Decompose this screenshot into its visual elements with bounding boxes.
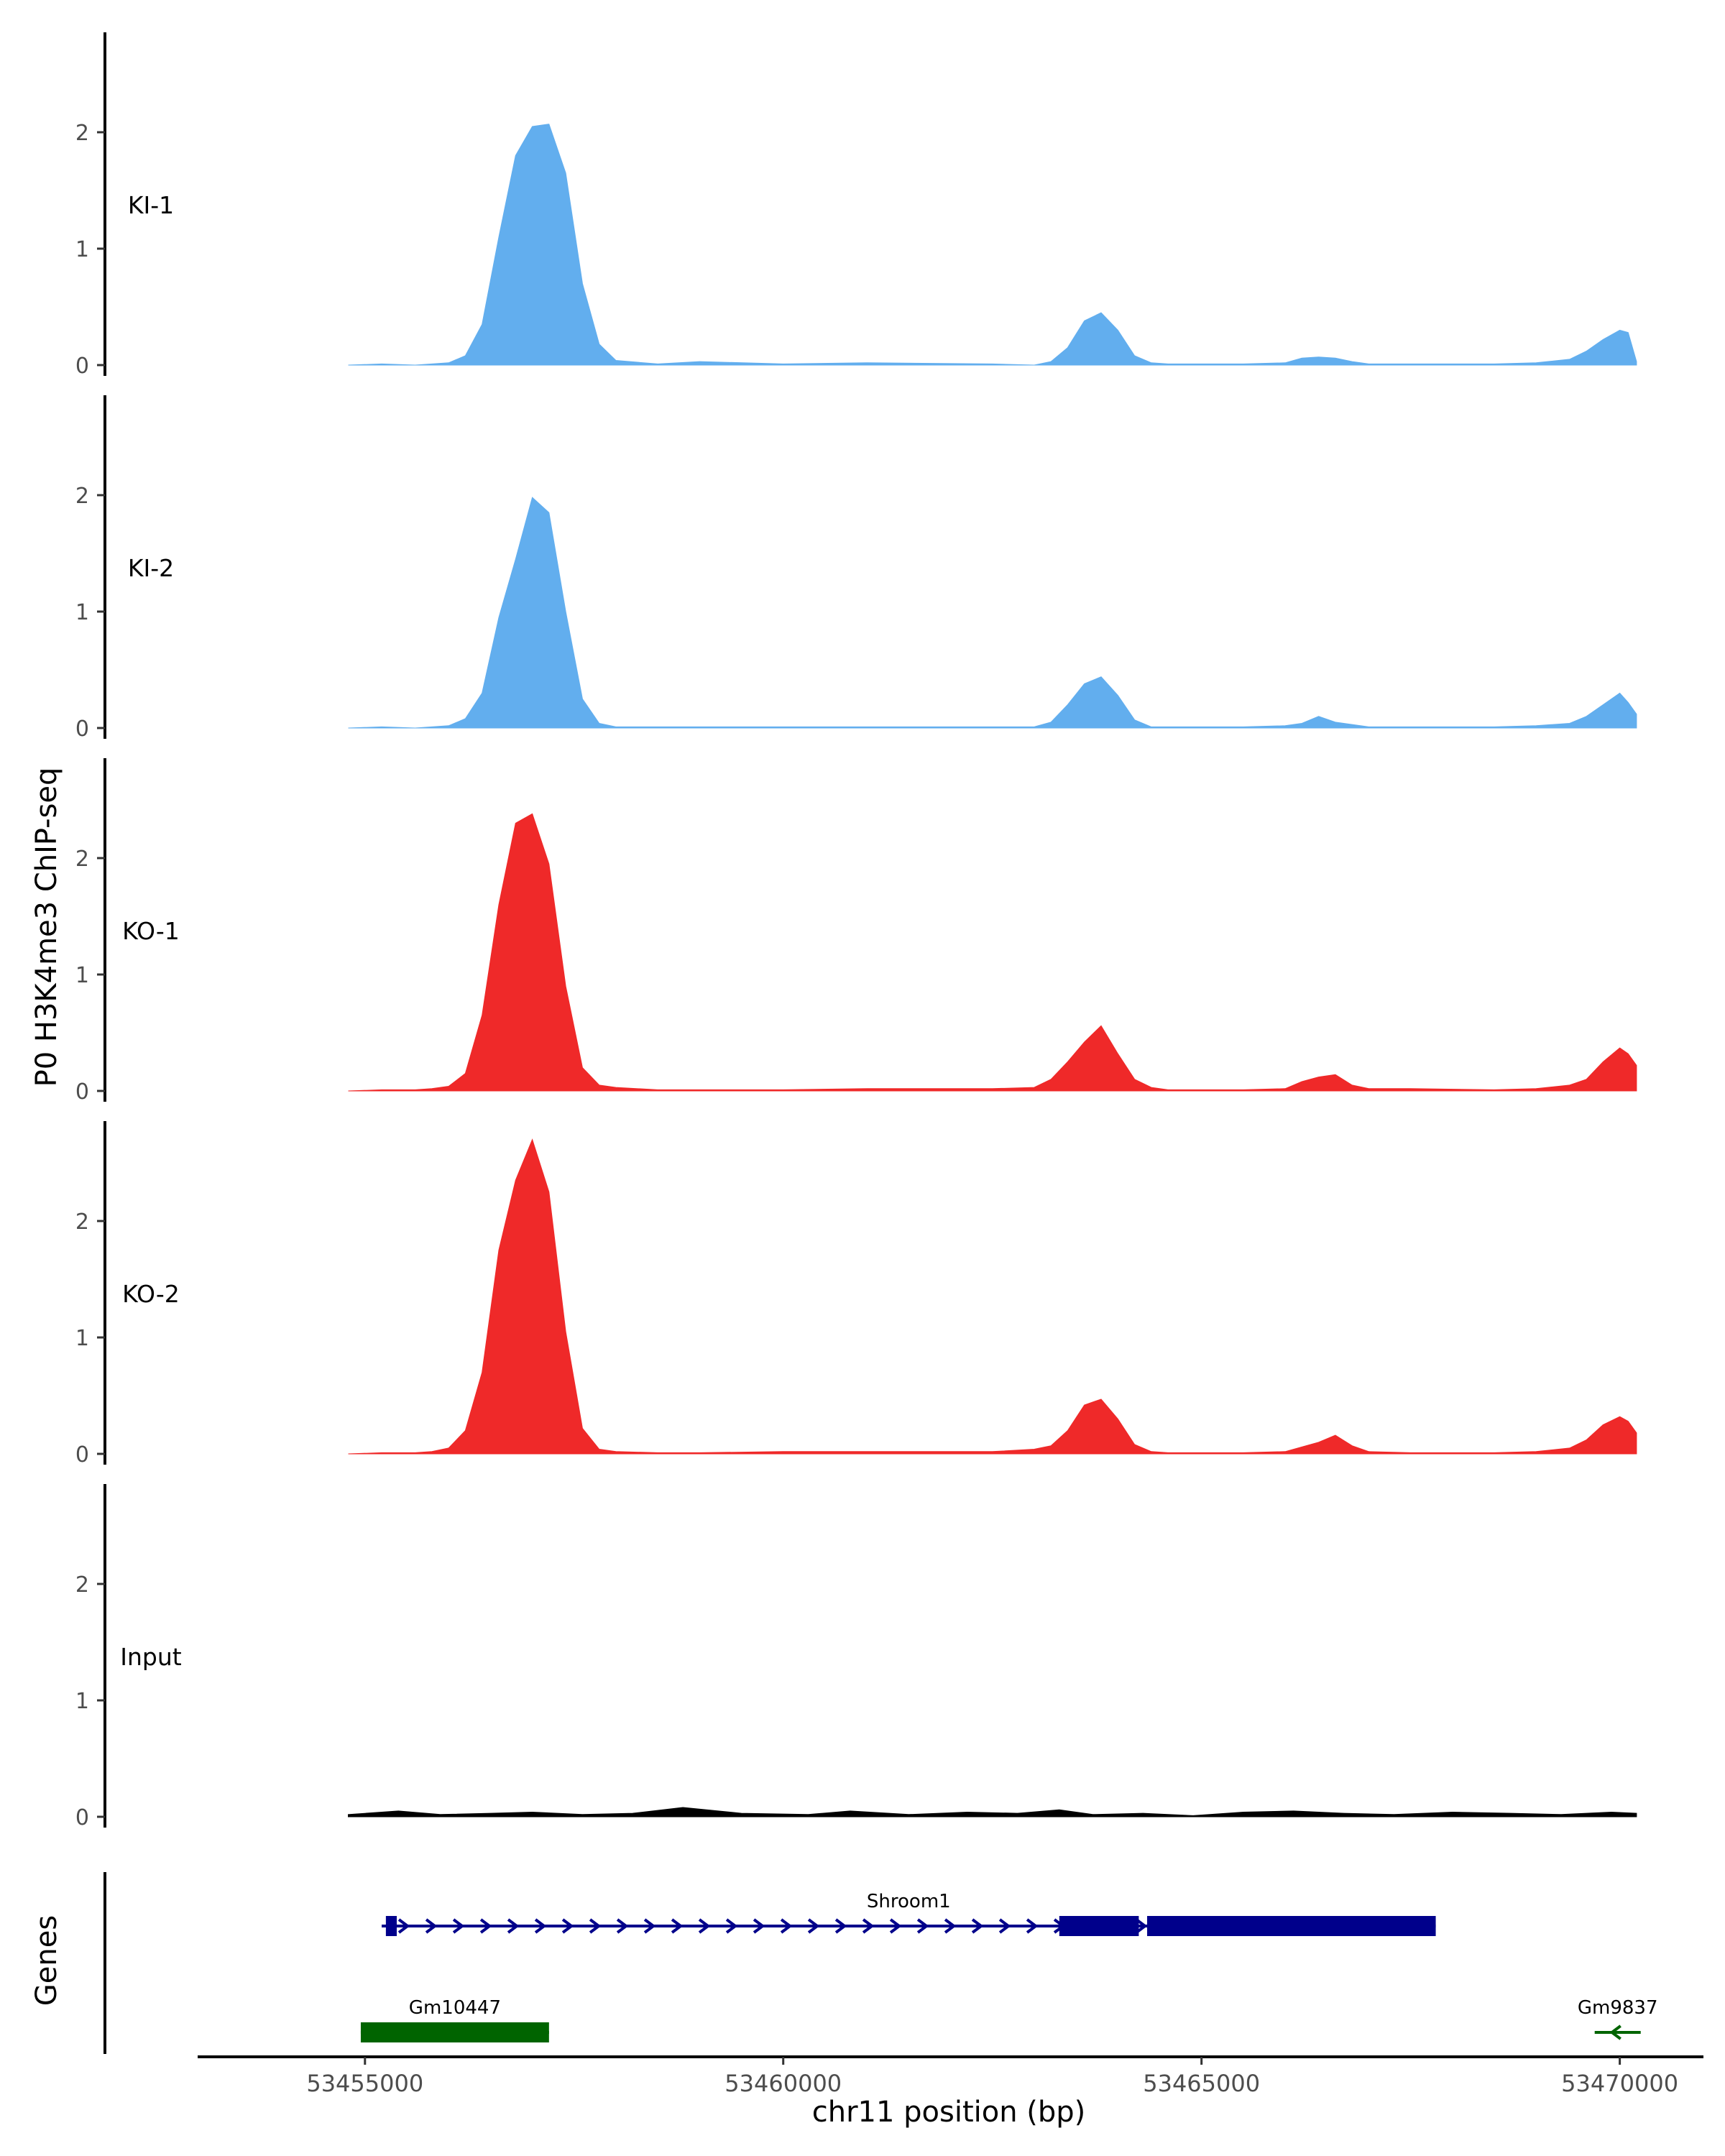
y-tick-label: 2: [75, 1572, 89, 1598]
strand-arrow: [507, 1918, 520, 1934]
strand-arrow: [698, 1918, 711, 1934]
strand-arrow: [589, 1918, 602, 1934]
track-ki-2: 0 1 2 KI-2: [75, 395, 1637, 742]
strand-arrow: [1135, 1918, 1148, 1934]
strand-arrow: [753, 1918, 765, 1934]
strand-arrow: [725, 1918, 738, 1934]
track-label: KI-2: [128, 554, 174, 582]
y-tick-label: 1: [75, 1689, 89, 1714]
strand-arrow: [452, 1918, 465, 1934]
x-axis: 53455000 53460000 53465000 53470000: [198, 2055, 1703, 2097]
strand-arrow: [643, 1918, 656, 1934]
strand-arrow: [780, 1918, 793, 1934]
gene-name: Shroom1: [867, 1891, 951, 1912]
strand-arrow: [1026, 1918, 1039, 1934]
strand-arrow: [889, 1918, 902, 1934]
strand-arrow: [561, 1918, 574, 1934]
strand-arrow: [998, 1918, 1011, 1934]
y-tick-label: 0: [75, 1442, 89, 1468]
signal-area: [348, 813, 1637, 1092]
gene-gm9837: Gm9837: [1578, 1997, 1658, 2040]
y-tick-label: 2: [75, 484, 89, 509]
y-axis-title: P0 H3K4me3 ChIP-seq: [30, 768, 63, 1087]
gene-name: Gm9837: [1578, 1997, 1658, 2019]
x-tick-label: 53470000: [1561, 2070, 1678, 2097]
tracks-layer: 0 1 2 KI-1 0 1 2 KI-2 0 1 2 KO-1 0 1 2 KO-2 0 1 2 Input: [75, 32, 1637, 1830]
x-tick-label: 53460000: [724, 2070, 842, 2097]
strand-arrow: [425, 1918, 438, 1934]
gene-exon: [360, 2022, 549, 2042]
strand-arrow: [671, 1918, 684, 1934]
y-tick-label: 2: [75, 847, 89, 872]
x-tick-label: 53465000: [1143, 2070, 1260, 2097]
signal-area: [348, 1807, 1637, 1818]
gene-exon: [1059, 1916, 1139, 1936]
y-tick-label: 0: [75, 1805, 89, 1830]
y-tick-label: 1: [75, 237, 89, 262]
y-tick-label: 0: [75, 717, 89, 742]
track-label: KI-1: [128, 191, 174, 219]
strand-arrow: [1609, 2024, 1622, 2040]
signal-area: [348, 497, 1637, 729]
strand-arrow: [616, 1918, 629, 1934]
y-tick-label: 2: [75, 121, 89, 146]
y-tick-label: 1: [75, 963, 89, 988]
y-tick-label: 1: [75, 1326, 89, 1351]
signal-area: [348, 124, 1637, 366]
track-input: 0 1 2 Input: [75, 1484, 1637, 1830]
track-label: Input: [120, 1643, 182, 1671]
gene-exon: [1147, 1916, 1436, 1936]
track-ki-1: 0 1 2 KI-1: [75, 32, 1637, 379]
genes-panel-title: Genes: [30, 1915, 63, 2006]
y-tick-label: 2: [75, 1210, 89, 1235]
y-tick-label: 0: [75, 1079, 89, 1105]
track-label: KO-2: [122, 1280, 180, 1308]
x-axis-title: chr11 position (bp): [812, 2096, 1086, 2129]
strand-arrow: [397, 1918, 410, 1934]
track-label: KO-1: [122, 917, 180, 945]
gene-shroom1: Shroom1: [382, 1891, 1436, 1936]
genes-layer: Shroom1 Gm10447 Gm9837: [104, 1872, 1658, 2054]
track-ko-1: 0 1 2 KO-1: [75, 758, 1637, 1105]
x-tick-label: 53455000: [306, 2070, 423, 2097]
gene-exon: [385, 1916, 397, 1936]
strand-arrow: [971, 1918, 984, 1934]
strand-arrow: [479, 1918, 492, 1934]
signal-area: [348, 1138, 1637, 1455]
gene-gm10447: Gm10447: [360, 1997, 549, 2042]
strand-arrow: [534, 1918, 547, 1934]
strand-arrow: [834, 1918, 847, 1934]
strand-arrow: [862, 1918, 875, 1934]
strand-arrow: [916, 1918, 929, 1934]
track-ko-2: 0 1 2 KO-2: [75, 1121, 1637, 1468]
strand-arrow: [807, 1918, 820, 1934]
y-tick-label: 0: [75, 354, 89, 379]
gene-name: Gm10447: [409, 1997, 501, 2019]
strand-arrow: [944, 1918, 957, 1934]
y-tick-label: 1: [75, 600, 89, 625]
